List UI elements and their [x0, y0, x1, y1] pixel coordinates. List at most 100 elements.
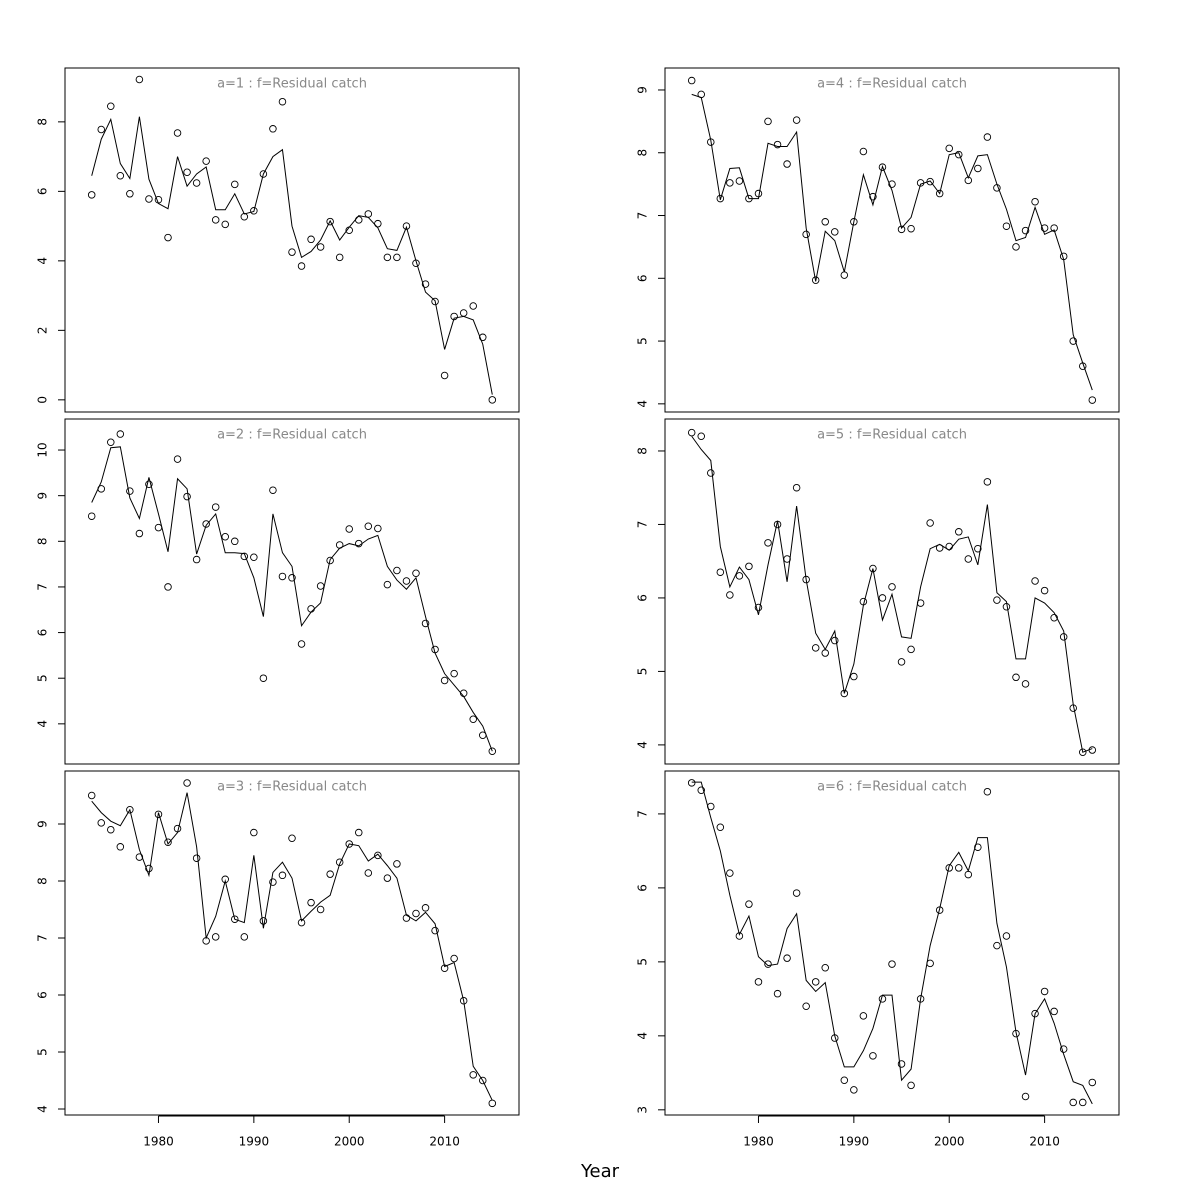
data-point: [126, 487, 134, 495]
data-point: [878, 163, 887, 171]
data-point: [116, 430, 125, 438]
data-point: [745, 562, 753, 571]
data-point: [355, 828, 363, 837]
plot-frame: [64, 67, 520, 413]
data-point: [1002, 932, 1011, 940]
data-point: [421, 619, 430, 628]
data-point: [707, 469, 715, 477]
data-point: [1050, 1007, 1058, 1016]
fit-line: [91, 446, 493, 752]
data-point: [326, 217, 334, 226]
y-tick-label: 2: [36, 327, 50, 335]
y-tick-label: 3: [636, 1106, 650, 1114]
data-point: [1069, 337, 1077, 345]
data-point: [393, 253, 401, 262]
data-point: [964, 555, 973, 563]
data-point: [250, 207, 258, 215]
data-point: [792, 483, 801, 492]
data-point: [716, 568, 725, 576]
data-point: [259, 674, 268, 682]
data-point: [907, 645, 915, 654]
data-point: [955, 150, 963, 159]
data-point: [945, 144, 953, 153]
y-tick-label: 7: [36, 583, 50, 591]
panel-title: a=5 : f=Residual catch: [817, 428, 967, 443]
y-tick-label: 4: [636, 741, 650, 749]
data-point: [716, 823, 725, 831]
data-point: [364, 522, 373, 530]
data-point: [983, 478, 992, 486]
data-point: [1088, 1078, 1097, 1087]
data-point: [297, 640, 306, 648]
data-point: [364, 210, 373, 218]
data-point: [87, 791, 96, 800]
data-point: [811, 276, 820, 284]
x-tick-label: 2010: [429, 1135, 460, 1149]
data-point: [754, 978, 763, 986]
data-point: [1021, 680, 1030, 688]
data-point: [345, 525, 353, 533]
data-point: [897, 658, 906, 666]
y-tick-label: 7: [636, 212, 650, 220]
panel-title: a=1 : f=Residual catch: [217, 77, 367, 92]
data-point: [1079, 748, 1087, 756]
data-point: [945, 864, 953, 872]
y-tick-label: 5: [36, 674, 50, 682]
y-tick-label: 4: [636, 400, 650, 408]
data-point: [831, 636, 839, 645]
y-tick-label: 7: [636, 810, 650, 818]
data-point: [459, 309, 468, 317]
data-point: [764, 539, 772, 547]
data-point: [469, 1071, 477, 1079]
x-tick-label: 1980: [143, 1135, 174, 1149]
data-point: [888, 583, 896, 591]
data-point: [764, 117, 772, 126]
data-point: [964, 870, 973, 879]
data-point: [288, 834, 296, 843]
data-point: [288, 248, 296, 256]
data-point: [383, 874, 392, 882]
data-point: [831, 228, 839, 236]
x-tick-label: 1990: [839, 1135, 870, 1149]
data-point: [907, 224, 915, 233]
y-tick-label: 8: [636, 447, 650, 455]
data-point: [1059, 1045, 1068, 1053]
data-point: [726, 591, 734, 599]
y-tick-label: 8: [36, 118, 50, 126]
data-point: [183, 779, 191, 787]
data-point: [850, 218, 858, 226]
data-point: [402, 577, 411, 585]
data-point: [993, 596, 1001, 604]
data-point: [469, 715, 477, 724]
y-tick-label: 5: [636, 668, 650, 676]
plot-frame: [664, 770, 1120, 1116]
data-point: [1002, 222, 1011, 230]
data-point: [259, 917, 268, 925]
data-point: [240, 933, 249, 941]
data-point: [326, 870, 334, 878]
y-tick-label: 9: [36, 820, 50, 828]
data-point: [126, 190, 134, 198]
data-point: [1040, 224, 1049, 232]
y-tick-label: 5: [36, 1048, 50, 1056]
data-point: [878, 594, 887, 602]
data-point: [107, 825, 115, 834]
data-point: [1031, 577, 1039, 585]
data-point: [107, 102, 115, 110]
data-point: [278, 97, 287, 106]
data-point: [869, 192, 877, 201]
data-point: [87, 512, 96, 520]
data-point: [1079, 1098, 1087, 1107]
data-point: [135, 75, 144, 84]
y-tick-label: 8: [36, 877, 50, 885]
data-point: [840, 271, 849, 279]
plot-frame: [64, 418, 520, 765]
data-point: [440, 371, 449, 380]
data-point: [687, 779, 696, 787]
data-point: [335, 253, 344, 262]
data-point: [1012, 243, 1020, 251]
data-point: [974, 544, 982, 553]
data-point: [221, 532, 229, 541]
x-tick-label: 1980: [743, 1135, 774, 1149]
